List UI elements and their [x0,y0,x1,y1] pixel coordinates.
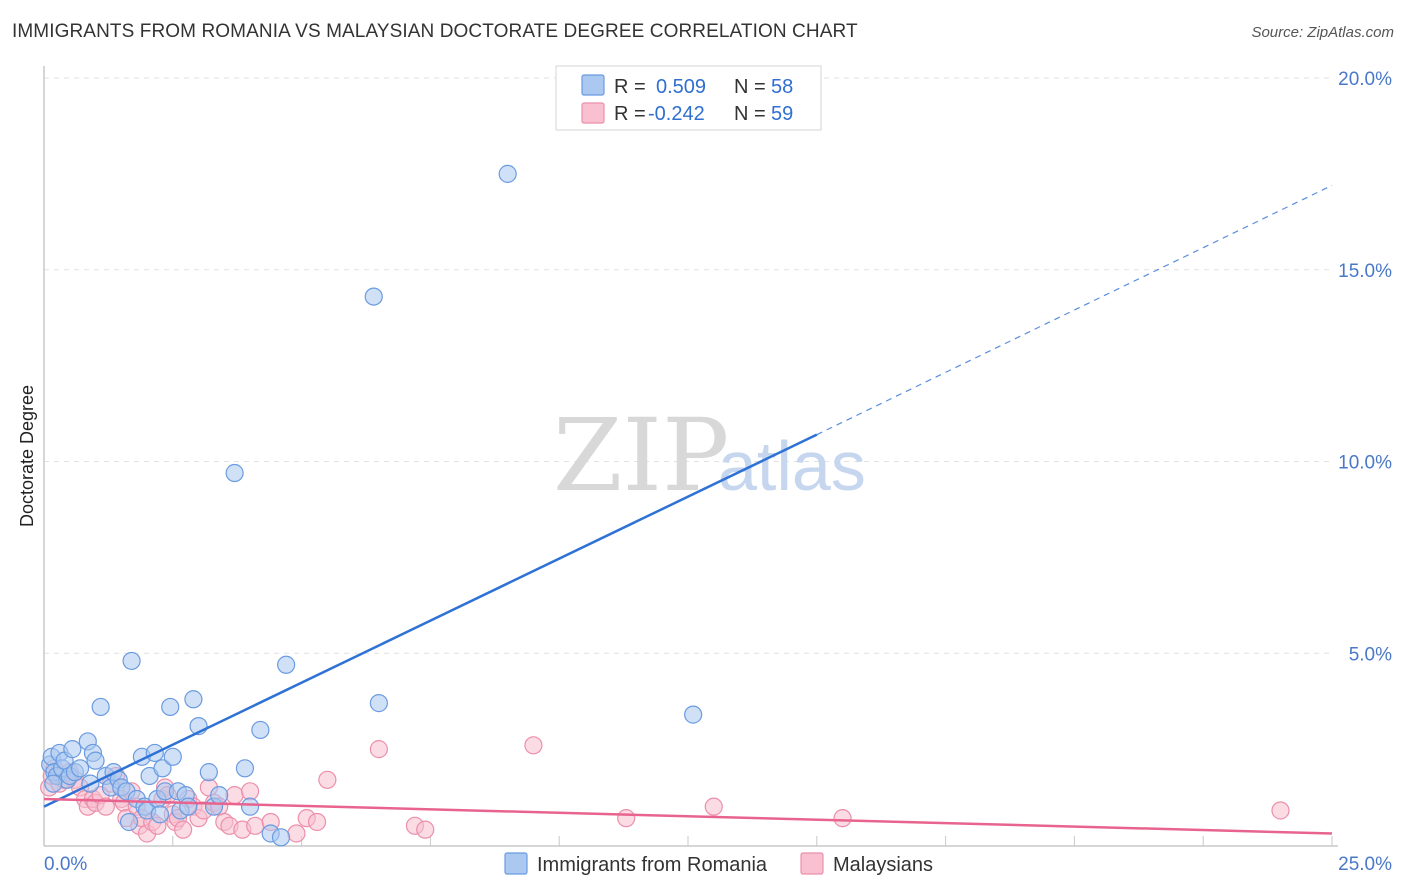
malaysians-point [96,797,115,816]
x-tick-label-max: 25.0% [1338,854,1392,875]
romania-point [251,720,270,740]
romania-point [225,463,244,483]
legend-n-label-2: N = [734,103,766,125]
bottom-legend-swatch-romania [504,852,528,875]
x-tick-label-min: 0.0% [44,854,87,875]
romania-point [179,797,198,816]
legend-swatch-malaysians [581,102,605,124]
legend-n-value-2: 59 [771,103,793,125]
stats-legend: R = 0.509 N = 58 R = -0.242 N = 59 [555,65,822,131]
legend-r-value-2: -0.242 [648,103,705,125]
y-tick-label: 5.0% [1349,644,1392,665]
romania-point [277,655,296,674]
romania-point [70,759,90,778]
romania-point [153,759,172,778]
watermark-atlas: atlas [718,427,866,505]
source-label: Source: ZipAtlas.com [1251,24,1394,41]
y-tick-label: 15.0% [1338,261,1392,282]
romania-point [369,694,388,713]
y-tick-labels: 5.0% 10.0% 15.0% 20.0% [1338,69,1392,665]
malaysians-trend-line [43,797,1333,835]
watermark-zip: ZIP [553,397,729,514]
romania-point [184,690,203,709]
grid-layer [44,77,1332,654]
romania-point [271,828,291,847]
romania-point [163,747,182,766]
romania-point [240,797,260,816]
malaysians-point [524,736,543,755]
malaysians-point [833,809,852,828]
romania-trend-line [43,433,818,808]
malaysians-point [318,770,337,789]
malaysians-point [287,824,306,843]
series-legend: Immigrants from Romania Malaysians [504,852,933,876]
legend-swatch-romania [581,74,605,96]
malaysians-point [416,820,435,839]
romania-point [150,805,170,824]
series-romania-points [41,164,703,847]
romania-point [210,786,229,805]
romania-point [63,740,82,759]
malaysians-point [369,740,388,759]
romania-point [498,164,517,183]
malaysians-point [240,782,260,801]
malaysians-point [1271,801,1290,820]
legend-r-label-1: R = [614,76,646,98]
chart-title: IMMIGRANTS FROM ROMANIA VS MALAYSIAN DOC… [12,21,858,42]
romania-point [161,697,180,717]
x-tick-marks [43,836,1333,846]
bottom-legend-label-malaysians: Malaysians [833,854,933,876]
trend-lines [43,184,1333,835]
malaysians-point [704,797,723,816]
malaysians-point [225,786,244,805]
malaysians-point [617,809,636,828]
y-tick-label: 20.0% [1338,69,1392,90]
malaysians-point [307,812,327,832]
malaysians-point [174,820,193,839]
romania-point [91,697,110,717]
romania-point [122,651,141,671]
romania-point [86,751,105,770]
romania-point [44,774,63,793]
bottom-legend-label-romania: Immigrants from Romania [537,854,768,876]
y-tick-label: 10.0% [1338,453,1392,474]
romania-point [684,705,703,724]
romania-point [364,287,383,306]
romania-trend-extension [816,184,1333,436]
legend-n-label-1: N = [734,76,766,98]
romania-point [119,812,139,832]
y-axis-label: Doctorate Degree [17,385,37,527]
romania-point [235,759,255,778]
romania-point [199,763,218,782]
legend-r-value-1: 0.509 [656,76,706,98]
legend-r-label-2: R = [614,103,646,125]
bottom-legend-swatch-malaysians [800,852,824,875]
malaysians-point [246,816,265,835]
legend-n-value-1: 58 [771,76,793,98]
